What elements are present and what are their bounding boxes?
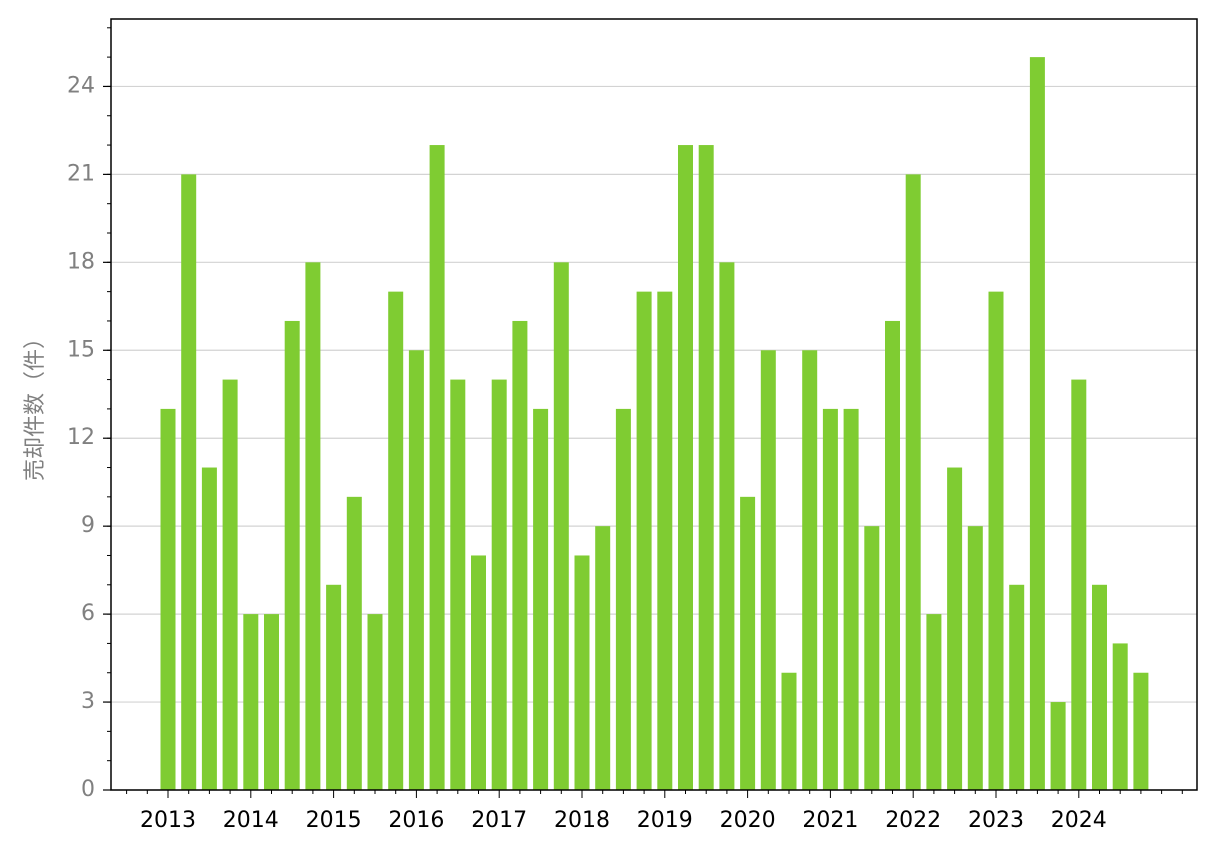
x-tick-label: 2023 [968,808,1024,833]
bar [802,350,818,790]
x-tick-label: 2019 [637,808,693,833]
bar [222,379,238,790]
bar [657,291,673,790]
bar [1071,379,1087,790]
y-axis-label: 売却件数（件） [23,327,48,481]
y-tick-label: 24 [67,73,95,98]
bar [160,408,176,790]
bar [305,262,321,790]
bar [574,555,590,790]
bar [1009,584,1025,790]
x-tick-label: 2017 [471,808,527,833]
bar [967,526,983,790]
bar [429,145,445,791]
bar [636,291,652,790]
bar [1112,643,1128,790]
bar [843,408,859,790]
bar [1050,702,1066,790]
bar [408,350,424,790]
y-tick-label: 6 [81,601,95,626]
bar [284,320,300,790]
x-tick-label: 2016 [388,808,444,833]
x-tick-label: 2021 [802,808,858,833]
bar [1133,672,1149,790]
bar [1029,57,1045,790]
x-tick-label: 2013 [140,808,196,833]
y-tick-label: 21 [67,161,95,186]
bar [678,145,693,791]
bar [1092,584,1107,790]
x-tick-label: 2015 [306,808,362,833]
x-tick-label: 2014 [223,808,279,833]
x-tick-label: 2020 [720,808,776,833]
bar [760,350,776,790]
bar [719,262,735,790]
bar [864,526,880,790]
bar [533,408,549,790]
bar [781,672,797,790]
x-tick-label: 2018 [554,808,610,833]
x-tick-label: 2024 [1051,808,1107,833]
bar [181,174,197,790]
bar [926,614,942,790]
bar [512,320,528,790]
bar [905,174,921,790]
bar [947,467,963,790]
bar [988,291,1004,790]
bar [367,614,383,790]
bar [264,614,279,790]
x-tick-label: 2022 [885,808,941,833]
y-tick-label: 3 [81,689,95,714]
bar [595,526,611,790]
bar [346,496,362,790]
y-tick-label: 15 [67,337,95,362]
bar [885,320,900,790]
bar [471,555,486,790]
bar [326,584,342,790]
bar [698,145,714,791]
bar [491,379,507,790]
bar [615,408,631,790]
y-tick-label: 18 [67,249,95,274]
y-tick-label: 0 [81,777,95,802]
bar [388,291,404,790]
bar [553,262,569,790]
bar [243,614,259,790]
bar [450,379,466,790]
y-tick-label: 12 [67,425,95,450]
plot-frame [110,18,1198,791]
bar [740,496,756,790]
bar [822,408,838,790]
bar [201,467,217,790]
y-tick-label: 9 [81,513,95,538]
